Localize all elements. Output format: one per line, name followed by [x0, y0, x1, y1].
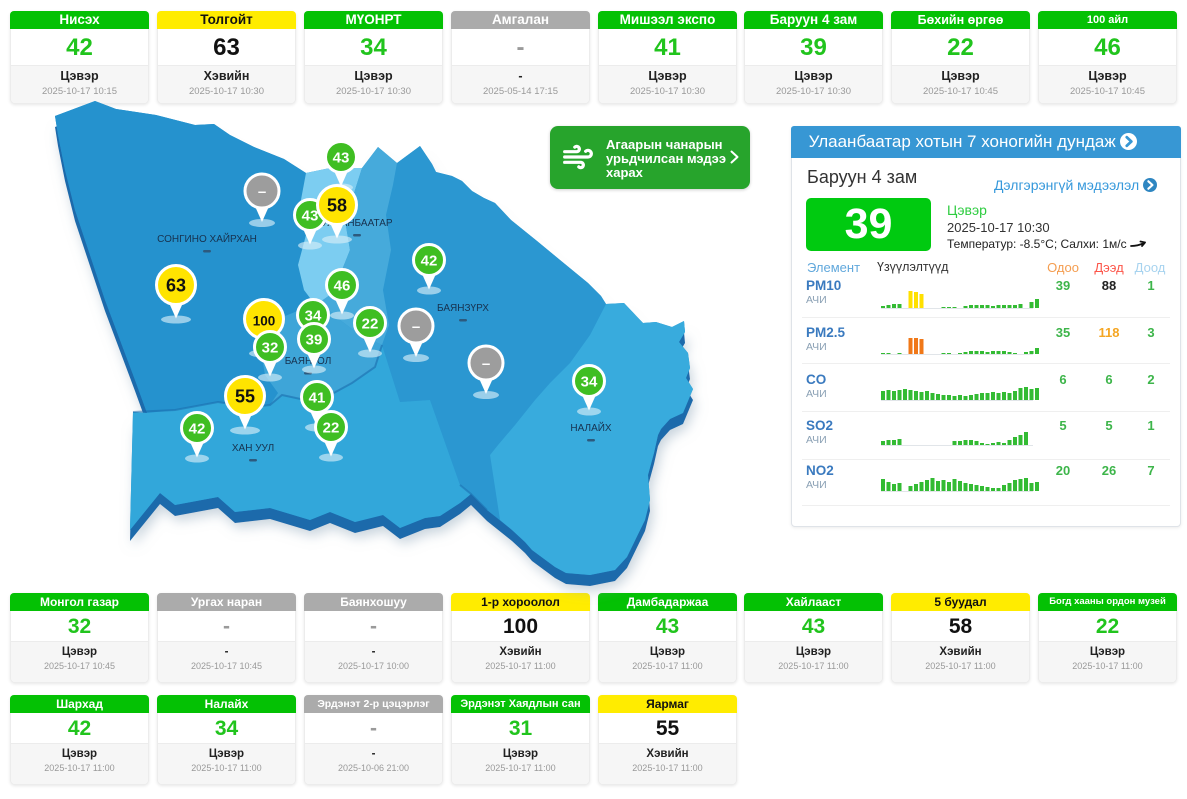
svg-text:СОНГИНО ХАЙРХАН: СОНГИНО ХАЙРХАН	[157, 232, 257, 245]
svg-text:100: 100	[253, 314, 276, 329]
svg-text:39: 39	[306, 332, 323, 349]
svg-text:22: 22	[362, 316, 379, 333]
svg-text:УЛААНБААТАР: УЛААНБААТАР	[321, 218, 392, 229]
svg-text:–: –	[412, 319, 420, 336]
svg-text:БАЯНЗҮРХ: БАЯНЗҮРХ	[437, 303, 489, 314]
svg-text:–: –	[482, 356, 490, 373]
svg-text:34: 34	[581, 374, 598, 391]
svg-text:32: 32	[262, 340, 279, 357]
svg-text:55: 55	[235, 387, 255, 407]
svg-text:НАЛАЙХ: НАЛАЙХ	[570, 421, 612, 434]
svg-text:46: 46	[334, 278, 351, 295]
svg-text:42: 42	[189, 421, 206, 438]
svg-text:БАЯНГОЛ: БАЯНГОЛ	[285, 356, 332, 367]
svg-text:42: 42	[421, 253, 438, 270]
svg-text:34: 34	[305, 308, 322, 325]
svg-text:43: 43	[333, 150, 350, 167]
svg-text:43: 43	[302, 208, 319, 225]
svg-text:41: 41	[309, 390, 326, 407]
svg-text:ХАН УУЛ: ХАН УУЛ	[232, 443, 274, 454]
svg-text:–: –	[258, 184, 266, 201]
svg-text:63: 63	[166, 276, 186, 296]
svg-text:22: 22	[323, 420, 340, 437]
svg-text:58: 58	[327, 196, 347, 216]
